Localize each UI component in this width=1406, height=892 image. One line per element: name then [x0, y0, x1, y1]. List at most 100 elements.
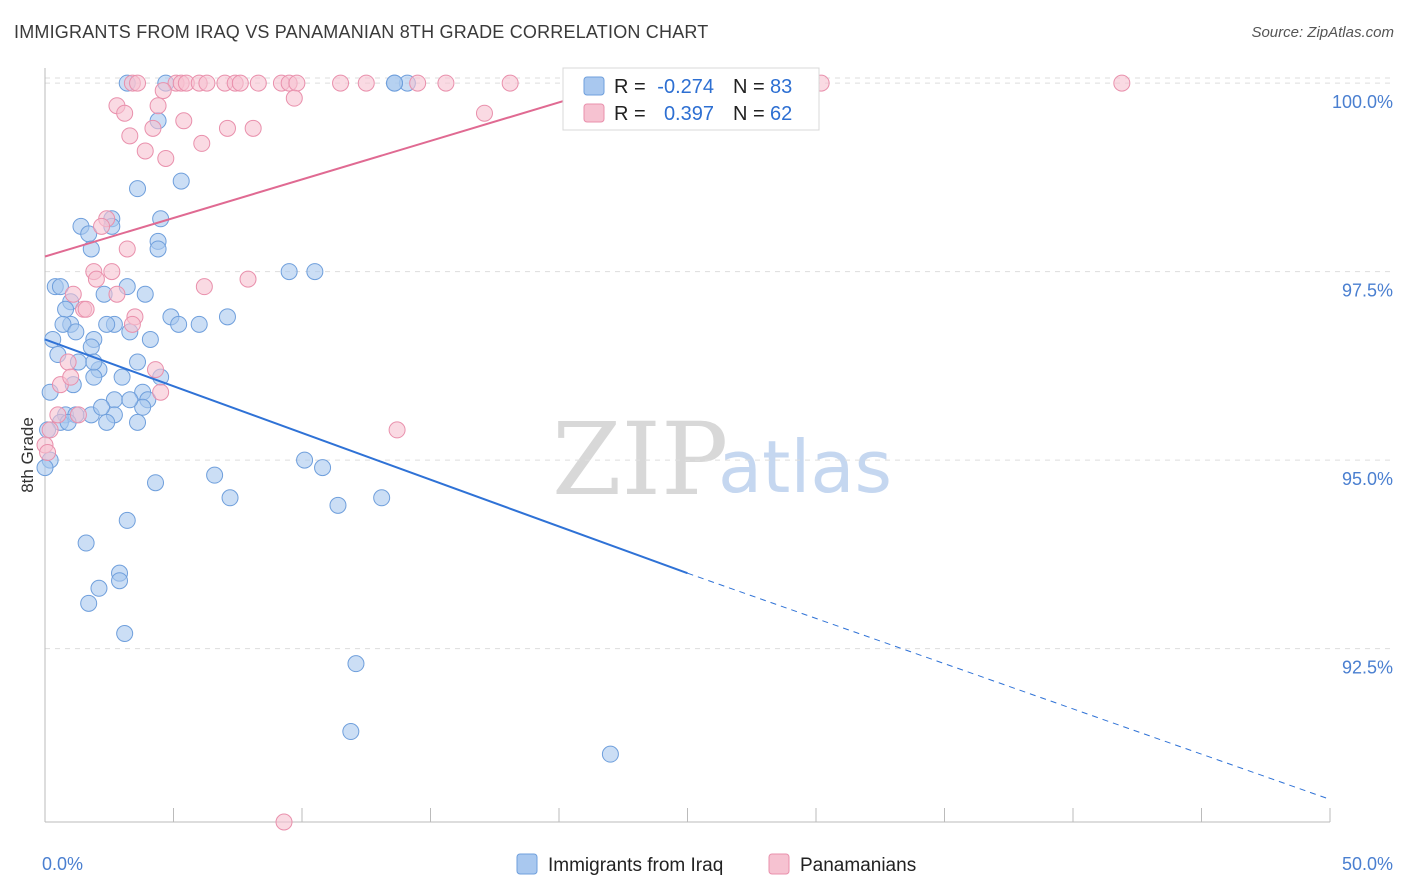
iraq-point: [129, 180, 147, 198]
iraq-point: [113, 368, 131, 386]
iraq-point: [347, 655, 365, 673]
iraq-point: [82, 240, 100, 258]
panamanian-point: [103, 263, 121, 281]
iraq-point: [147, 474, 165, 492]
panamanian-point: [1113, 74, 1131, 92]
panamanian-point: [64, 285, 82, 303]
iraq-point: [51, 278, 69, 296]
iraq-trend-extension: [687, 572, 1331, 800]
x-tick-label-min: 0.0%: [42, 854, 83, 874]
y-tick-label: 100.0%: [1332, 92, 1393, 112]
y-tick-label: 95.0%: [1342, 469, 1393, 489]
panamanian-point: [409, 74, 427, 92]
panamanian-point: [69, 406, 87, 424]
iraq-point: [82, 338, 100, 356]
panamanian-point: [118, 240, 136, 258]
panamanian-point: [332, 74, 350, 92]
panamanian-point: [249, 74, 267, 92]
legend: R = -0.274 N = 83 R = 0.397 N = 62: [562, 67, 820, 131]
iraq-point: [296, 451, 314, 469]
iraq-point: [329, 496, 347, 514]
iraq-point: [190, 315, 208, 333]
iraq-point: [141, 330, 159, 348]
iraq-point: [136, 285, 154, 303]
iraq-point: [149, 240, 167, 258]
legend-r-label-1: R =: [614, 76, 646, 98]
panamanian-point: [231, 74, 249, 92]
iraq-point: [314, 459, 332, 477]
iraq-point: [280, 263, 298, 281]
iraq-point: [206, 466, 224, 484]
iraq-point: [121, 391, 139, 409]
panamanian-point: [62, 368, 80, 386]
panamanian-point: [93, 217, 111, 235]
y-tick-label: 97.5%: [1342, 281, 1393, 301]
iraq-point: [54, 315, 72, 333]
panamanian-point: [147, 361, 165, 379]
axes: 92.5% 95.0% 97.5% 100.0% 0.0% 50.0%: [42, 68, 1393, 874]
iraq-point: [90, 579, 108, 597]
panamanian-point: [437, 74, 455, 92]
legend-n-value-2: 62: [770, 103, 792, 125]
panamanian-point: [136, 142, 154, 160]
panamanian-point: [108, 285, 126, 303]
panamanian-point: [244, 119, 262, 137]
panamanian-point: [275, 813, 293, 831]
panamanian-point: [285, 89, 303, 107]
legend-swatch-panamanian: [583, 103, 605, 123]
panamanian-point: [157, 149, 175, 167]
chart-title: IMMIGRANTS FROM IRAQ VS PANAMANIAN 8TH G…: [14, 22, 709, 42]
panamanian-point: [59, 353, 77, 371]
bottom-legend-iraq: Immigrants from Iraq: [548, 855, 723, 876]
source-label: Source: ZipAtlas.com: [1251, 24, 1394, 41]
iraq-point: [129, 353, 147, 371]
iraq-point: [98, 315, 116, 333]
iraq-point: [118, 511, 136, 529]
legend-n-label-1: N =: [733, 76, 765, 98]
panamanian-point: [357, 74, 375, 92]
watermark-atlas: atlas: [718, 425, 892, 509]
panamanian-point: [129, 74, 147, 92]
iraq-point: [85, 368, 103, 386]
iraq-point: [601, 745, 619, 763]
panamanian-point: [154, 82, 172, 100]
legend-r-value-2: 0.397: [664, 103, 714, 125]
iraq-point: [77, 534, 95, 552]
iraq-point: [98, 413, 116, 431]
panamanian-point: [39, 444, 57, 462]
grid: [45, 77, 1390, 650]
panamanian-point: [501, 74, 519, 92]
iraq-point: [306, 263, 324, 281]
panamanian-point: [475, 104, 493, 122]
iraq-point: [373, 489, 391, 507]
points: [36, 74, 1131, 831]
iraq-point: [218, 308, 236, 326]
panamanian-point: [41, 421, 59, 439]
iraq-point: [111, 572, 129, 590]
panamanian-point: [149, 97, 167, 115]
bottom-legend-swatch-iraq: [516, 853, 538, 875]
iraq-point: [342, 723, 360, 741]
panamanian-point: [218, 119, 236, 137]
iraq-point: [116, 625, 134, 642]
legend-n-label-2: N =: [733, 103, 765, 125]
iraq-point: [93, 398, 111, 416]
bottom-legend-swatch-panamanian: [768, 853, 790, 875]
panamanian-point: [144, 119, 162, 137]
y-axis-label: 8th Grade: [18, 417, 37, 493]
watermark-zip: ZIP: [552, 401, 728, 518]
legend-swatch-iraq: [583, 76, 605, 96]
iraq-point: [170, 315, 188, 333]
y-tick-label: 92.5%: [1342, 658, 1393, 678]
iraq-point: [134, 398, 152, 416]
panamanian-point: [195, 278, 213, 296]
iraq-point: [172, 172, 190, 190]
panamanian-point: [388, 421, 406, 439]
panamanian-point: [193, 134, 211, 152]
legend-r-label-2: R =: [614, 103, 646, 125]
bottom-legend: Immigrants from Iraq Panamanians: [516, 853, 916, 876]
panamanian-point: [239, 270, 257, 288]
legend-r-value-1: -0.274: [657, 76, 714, 98]
panamanian-point: [49, 406, 67, 424]
